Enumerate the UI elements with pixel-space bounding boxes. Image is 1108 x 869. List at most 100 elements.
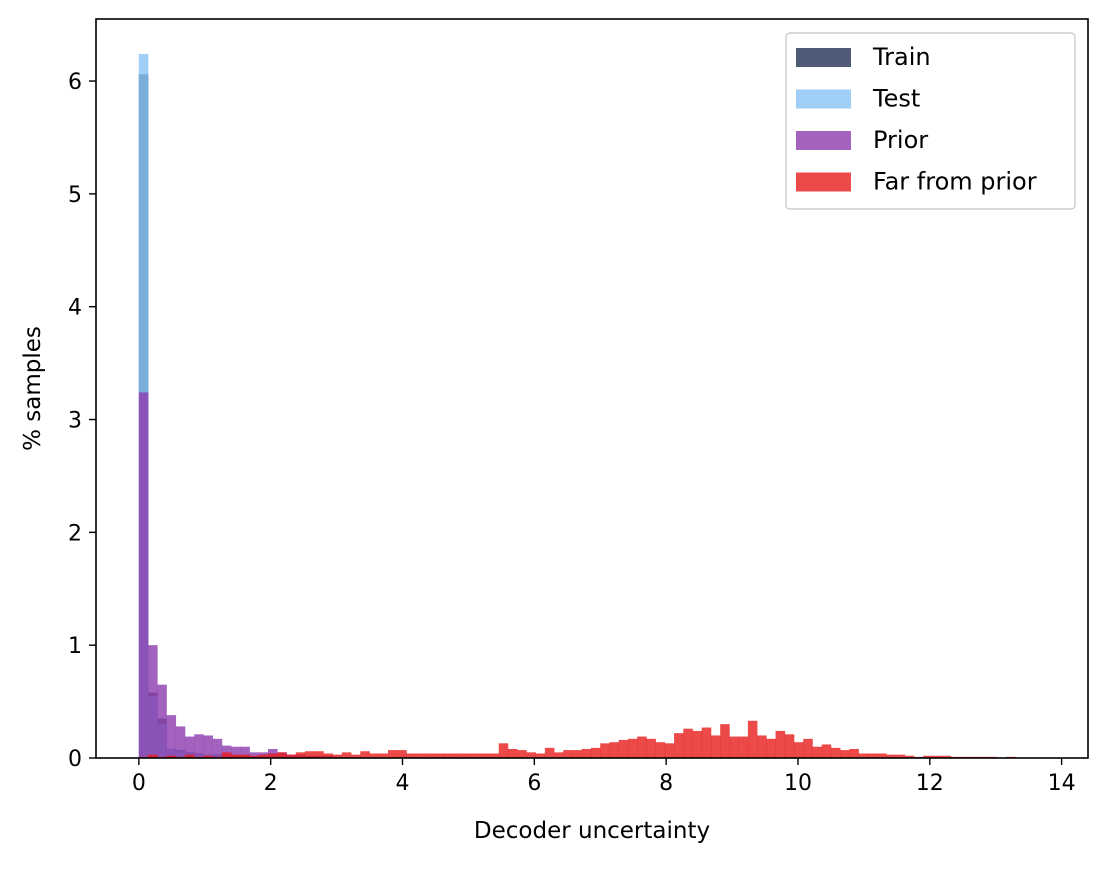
histogram-bar — [544, 747, 555, 758]
histogram-bar — [157, 684, 167, 758]
histogram-bar — [221, 745, 232, 758]
histogram-bar — [166, 715, 177, 758]
histogram-bar — [221, 752, 232, 758]
histogram-bar — [268, 753, 278, 758]
histogram-bar — [867, 753, 878, 758]
histogram-bar — [757, 735, 767, 758]
histogram-bar — [849, 748, 859, 758]
histogram-bar — [526, 752, 536, 758]
histogram-bar — [563, 750, 573, 758]
histogram-bar — [858, 753, 869, 758]
histogram-bar — [286, 754, 297, 758]
legend-swatch — [796, 48, 851, 67]
histogram-bar — [720, 724, 730, 758]
histogram-bar — [443, 753, 453, 758]
histogram-bar — [498, 743, 509, 758]
histogram-bar — [360, 751, 370, 758]
histogram-bar — [184, 754, 195, 758]
histogram-bar — [923, 755, 933, 758]
histogram-bar — [406, 753, 416, 758]
histogram-bar — [461, 753, 472, 758]
histogram-bar — [784, 734, 795, 758]
histogram-bar — [572, 750, 583, 758]
histogram-bar — [646, 738, 656, 758]
legend-items: Train Test Prior Far from prior — [796, 43, 1037, 196]
histogram-bar — [517, 750, 527, 758]
y-tick-label: 1 — [68, 634, 82, 659]
x-tick-label: 12 — [916, 771, 944, 796]
histogram-bar — [904, 755, 915, 758]
legend-label: Train — [872, 43, 931, 71]
histogram-bar — [877, 753, 887, 758]
histogram-bar — [775, 730, 786, 758]
histogram-bar — [304, 751, 315, 758]
histogram-bar — [821, 744, 832, 758]
histogram-bar — [886, 754, 896, 758]
x-tick-label: 8 — [659, 771, 673, 796]
histogram-bar — [701, 727, 712, 758]
histogram-bar — [231, 746, 241, 758]
series-train — [138, 74, 269, 758]
histogram-bar — [627, 738, 638, 758]
histogram-bar — [249, 752, 260, 758]
histogram-bar — [277, 752, 287, 758]
histogram-bar — [812, 746, 823, 758]
y-tick-label: 3 — [68, 409, 82, 434]
histogram-bar — [655, 742, 666, 758]
legend: Train Test Prior Far from prior — [785, 32, 1076, 210]
y-axis: 0 1 2 3 4 5 6 — [68, 70, 96, 772]
legend-label: Far from prior — [873, 168, 1037, 196]
histogram-bar — [710, 735, 721, 758]
histogram-bar — [203, 755, 213, 758]
x-axis: 0 2 4 6 8 10 12 14 — [132, 758, 1076, 796]
histogram-bar — [268, 748, 278, 758]
histogram-bar — [471, 753, 481, 758]
histogram-bar — [830, 747, 841, 758]
series-prior — [138, 392, 343, 758]
histogram-bar — [600, 743, 610, 758]
histogram-bar — [184, 736, 195, 758]
histogram-bar — [480, 753, 490, 758]
histogram-bar — [341, 752, 352, 758]
histogram-bar — [803, 738, 813, 758]
histogram-bar — [203, 735, 213, 758]
histogram-bar — [747, 720, 758, 758]
y-tick-label: 0 — [68, 747, 82, 772]
histogram-bar — [932, 755, 942, 758]
histogram-bar — [591, 747, 601, 758]
y-tick-label: 6 — [68, 70, 82, 95]
y-axis-label: % samples — [20, 326, 46, 451]
histogram-bar — [231, 754, 241, 758]
y-tick-label: 5 — [68, 183, 82, 208]
histogram-bar — [258, 754, 269, 758]
histogram-bar — [507, 748, 518, 758]
histogram-bar — [489, 753, 500, 758]
histogram-bar — [664, 743, 675, 758]
x-tick-label: 10 — [784, 771, 812, 796]
histogram-bar — [941, 755, 952, 758]
x-tick-label: 2 — [264, 771, 278, 796]
x-tick-label: 14 — [1048, 771, 1076, 796]
axes-frame — [95, 18, 1089, 759]
histogram-bar — [554, 752, 564, 758]
y-tick-label: 4 — [68, 296, 82, 321]
histogram-bar — [674, 733, 684, 758]
legend-label: Prior — [873, 126, 928, 154]
x-tick-label: 6 — [527, 771, 541, 796]
histogram-bar — [194, 734, 204, 758]
histogram-bar — [609, 742, 619, 758]
histogram-bar — [434, 753, 444, 758]
histogram-bar — [424, 753, 435, 758]
legend-box — [785, 32, 1076, 210]
y-tick-label: 2 — [68, 521, 82, 546]
histogram-bar — [738, 736, 749, 758]
histogram-bar — [175, 726, 186, 758]
histogram-bar — [452, 753, 463, 758]
histogram-bar — [637, 736, 647, 758]
histogram-bar — [240, 754, 250, 758]
histogram-bar — [729, 736, 739, 758]
histogram-bar — [314, 751, 324, 758]
histogram-bar — [332, 754, 343, 758]
